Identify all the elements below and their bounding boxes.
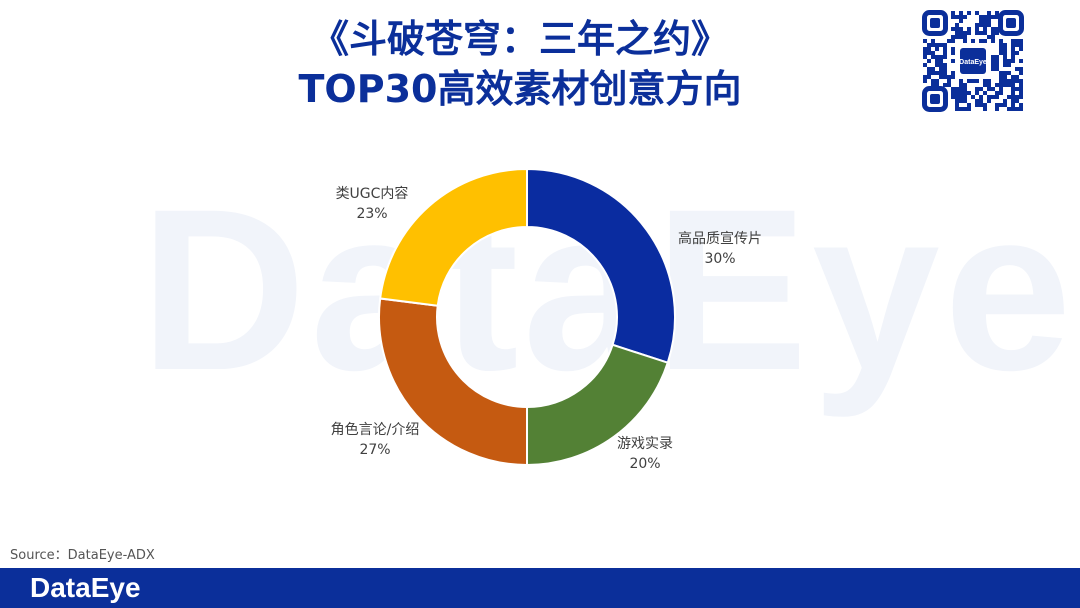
- slice-character-intro: [378, 297, 528, 467]
- footer-bar: DataEye: [0, 568, 1080, 608]
- slice-label: 游戏实录: [617, 436, 673, 452]
- slice-value-label: 27%: [359, 442, 390, 458]
- qr-code: DataEye: [920, 8, 1026, 114]
- slice-label: 高品质宣传片: [678, 230, 762, 247]
- title-line-1: 《斗破苍穹：三年之约》: [310, 17, 729, 61]
- slice-label: 类UGC内容: [336, 185, 409, 202]
- page-title: 《斗破苍穹：三年之约》 TOP30高效素材创意方向: [0, 14, 1040, 114]
- footer-logo: DataEye: [30, 572, 141, 603]
- slice-label: 角色言论/介绍: [331, 421, 420, 438]
- qr-badge-text: DataEye: [959, 59, 987, 66]
- slice-value-label: 23%: [356, 206, 387, 222]
- slice-ugc-content: [379, 167, 528, 307]
- slice-value-label: 30%: [704, 251, 735, 267]
- slice-value-label: 20%: [629, 456, 660, 472]
- title-line-2: TOP30高效素材创意方向: [298, 67, 742, 111]
- slice-high-quality-promo: [526, 167, 676, 364]
- source-note: Source：DataEye-ADX: [10, 548, 155, 563]
